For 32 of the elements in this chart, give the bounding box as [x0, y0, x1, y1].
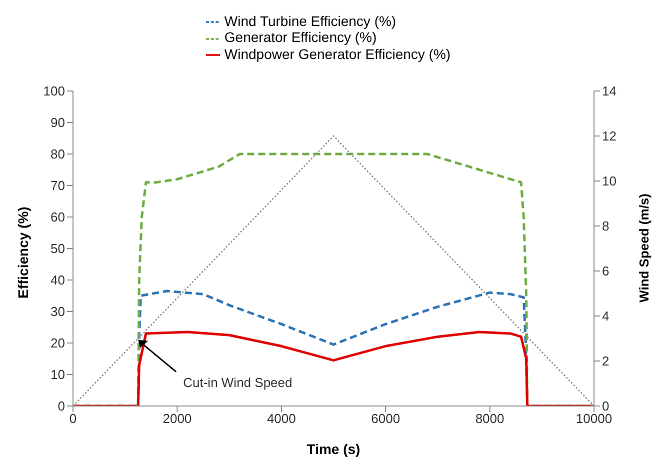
x-tick-label: 0 — [69, 411, 77, 426]
y-tick-label: 20 — [50, 336, 65, 351]
y-tick-label: 60 — [50, 210, 65, 225]
y2-tick-label: 10 — [602, 174, 616, 189]
y-tick-label: 90 — [50, 115, 65, 130]
y2-tick-label: 12 — [602, 128, 616, 144]
y-tick-label: 50 — [50, 241, 65, 256]
legend-label: Windpower Generator Efficiency (%) — [224, 46, 451, 62]
y2-tick-label: 4 — [602, 308, 610, 324]
x-tick-label: 2000 — [162, 411, 192, 426]
x-tick-label: 8000 — [475, 411, 504, 426]
y-tick-label: 80 — [50, 146, 65, 162]
x-tick-label: 10000 — [576, 411, 612, 426]
y-tick-label: 40 — [50, 272, 65, 288]
y2-tick-label: 0 — [602, 398, 610, 414]
x-tick-label: 4000 — [266, 411, 296, 426]
y2-axis-title: Wind Speed (m/s) — [636, 194, 652, 302]
y-tick-label: 30 — [50, 304, 65, 320]
y2-tick-label: 14 — [602, 84, 616, 99]
y2-tick-label: 2 — [602, 354, 610, 369]
y-tick-label: 0 — [58, 398, 65, 414]
x-tick-label: 6000 — [371, 411, 400, 426]
annotation: Cut-in Wind Speed — [183, 374, 292, 390]
y-tick-label: 10 — [50, 367, 65, 382]
y-axis-title: Efficiency (%) — [14, 206, 31, 298]
y2-tick-label: 8 — [602, 218, 610, 234]
x-axis-title: Time (s) — [306, 441, 360, 457]
legend-label: Generator Efficiency (%) — [224, 29, 377, 46]
y2-tick-label: 6 — [602, 264, 610, 279]
legend-label: Wind Turbine Efficiency (%) — [224, 13, 396, 29]
y-tick-label: 70 — [50, 178, 65, 194]
y-tick-label: 100 — [43, 84, 65, 99]
